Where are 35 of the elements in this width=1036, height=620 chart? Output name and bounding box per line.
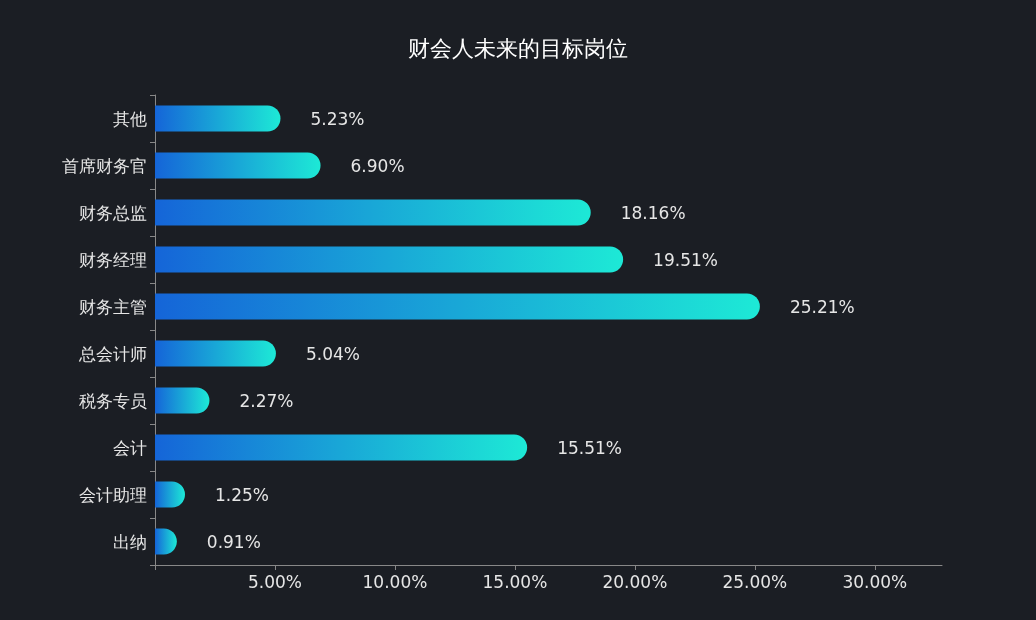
data-label: 1.25% (214, 484, 270, 505)
data-label: 15.51% (557, 437, 622, 458)
data-label: 19.51% (653, 249, 718, 270)
y-tick-label: 税务专员 (79, 390, 147, 411)
x-tick-label: 20.00% (602, 571, 668, 592)
y-tick-label: 其他 (113, 108, 147, 129)
bar (155, 105, 281, 132)
x-tick-label: 5.00% (247, 571, 302, 592)
data-label: 5.04% (305, 343, 360, 364)
data-label: 2.27% (239, 390, 294, 411)
x-tick-label: 15.00% (482, 571, 548, 592)
y-tick-label: 财务总监 (79, 202, 147, 223)
data-label: 18.16% (620, 202, 686, 223)
data-label: 6.90% (350, 155, 405, 176)
bar (155, 434, 528, 461)
data-label: 0.91% (206, 531, 261, 552)
bar (155, 152, 321, 179)
data-label: 25.21% (789, 296, 855, 317)
y-tick-label: 首席财务官 (62, 155, 147, 176)
y-tick-label: 财务主管 (79, 296, 147, 317)
data-label: 5.23% (310, 108, 365, 129)
bar (155, 246, 624, 273)
y-tick-label: 总会计师 (78, 343, 147, 364)
bar (155, 340, 276, 367)
bar (155, 293, 760, 320)
y-tick-label: 财务经理 (79, 249, 147, 270)
bar (155, 199, 591, 226)
x-tick-label: 25.00% (722, 571, 788, 592)
x-tick-label: 30.00% (842, 571, 908, 592)
x-tick-label: 10.00% (362, 571, 428, 592)
chart-title: 财会人未来的目标岗位 (408, 35, 628, 61)
y-tick-label: 会计 (113, 437, 147, 458)
y-tick-label: 出纳 (113, 531, 147, 552)
bar (155, 387, 210, 414)
y-tick-label: 会计助理 (79, 484, 147, 505)
